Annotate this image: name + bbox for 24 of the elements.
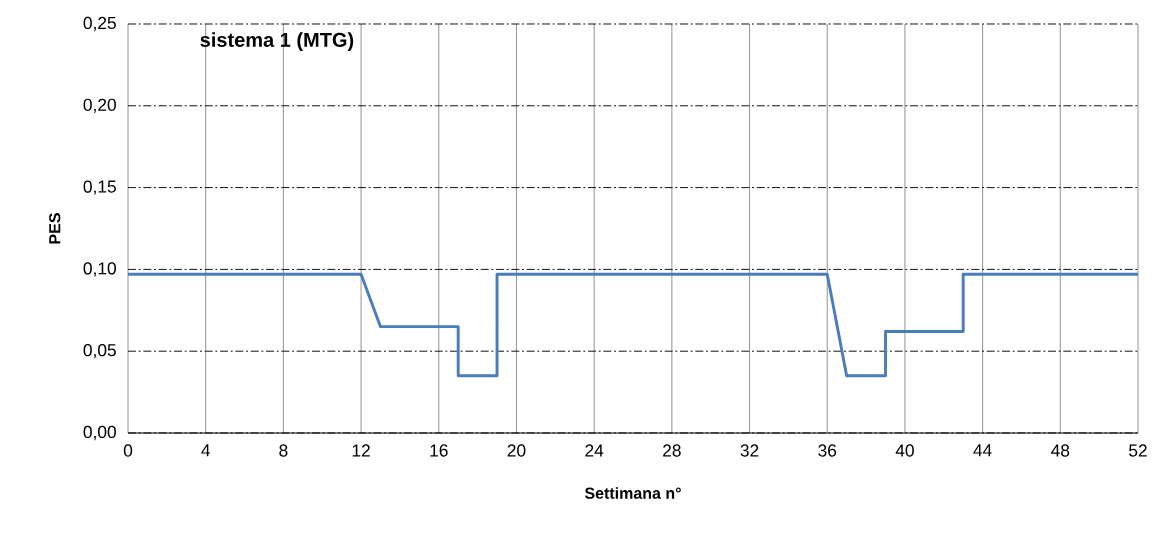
y-tick-label: 0,20	[83, 98, 116, 113]
x-tick-label: 32	[740, 444, 759, 457]
x-tick-label: 44	[973, 444, 992, 457]
x-tick-label: 8	[279, 444, 288, 457]
y-axis-title: PES	[49, 213, 61, 244]
y-tick-label: 0,15	[83, 180, 116, 195]
x-tick-label: 40	[895, 444, 914, 457]
line-series	[126, 272, 1140, 378]
x-tick-label: 16	[430, 444, 448, 457]
x-tick-label: 28	[663, 444, 681, 457]
x-axis-title: Settimana n°	[584, 487, 681, 499]
x-tick-label: 48	[1051, 444, 1070, 457]
y-tick-label: 0,10	[83, 262, 116, 277]
x-tick-label: 12	[352, 444, 370, 457]
x-tick-label: 36	[818, 444, 837, 457]
x-tick-label: 52	[1129, 444, 1147, 457]
x-tick-label: 0	[123, 444, 133, 457]
x-tick-label: 4	[201, 444, 211, 457]
x-tick-label: 24	[585, 444, 604, 457]
x-tick-label: 20	[507, 444, 526, 457]
y-tick-label: 0,25	[83, 16, 116, 32]
y-tick-label: 0,00	[83, 425, 116, 441]
y-tick-label: 0,05	[83, 344, 116, 359]
chart-title: sistema 1 (MTG)	[200, 32, 354, 51]
